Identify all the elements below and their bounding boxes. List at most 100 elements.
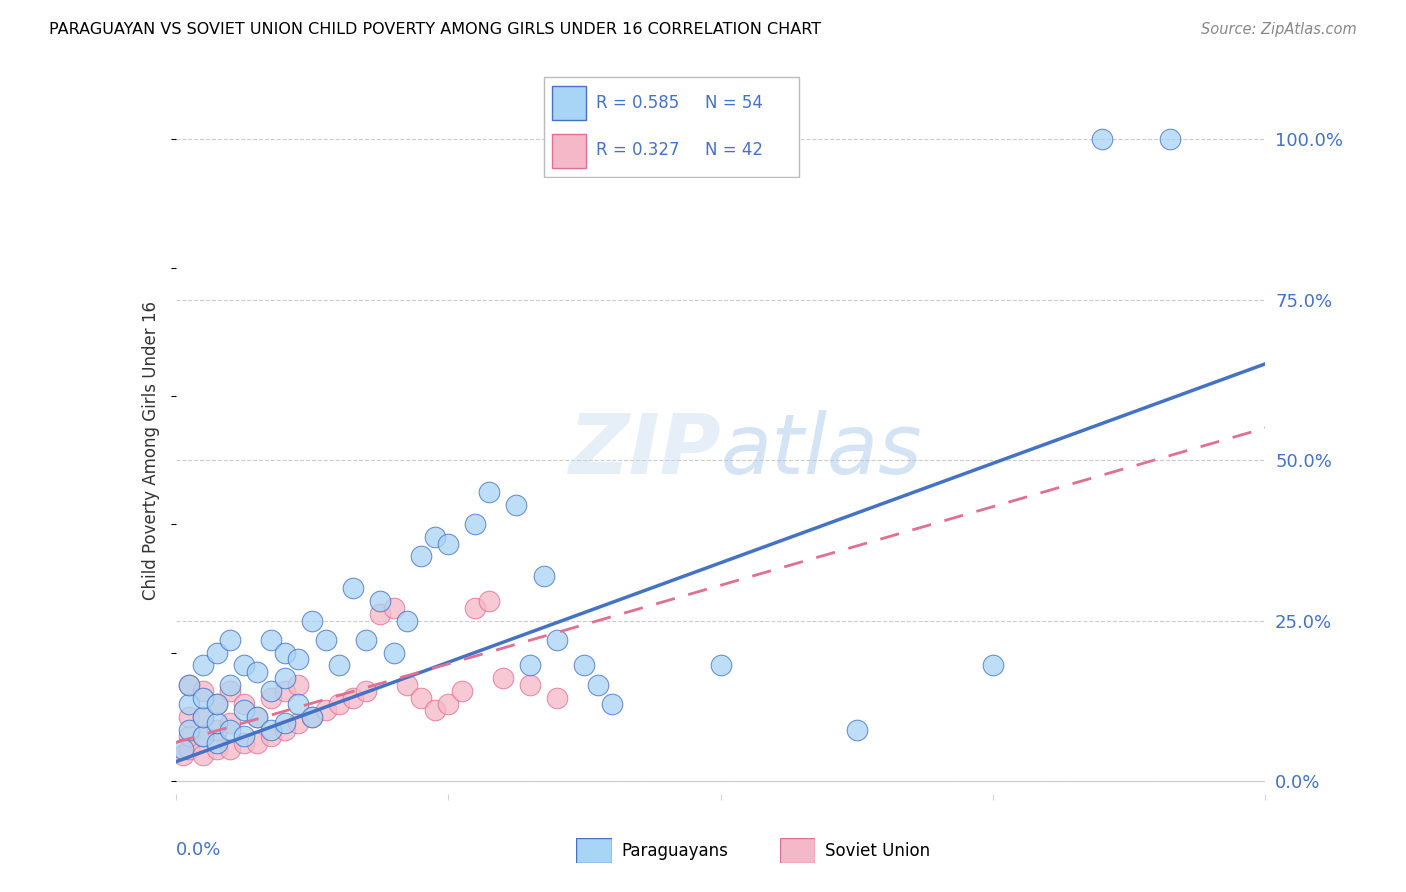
Point bbox=[219, 632, 242, 647]
Point bbox=[600, 697, 623, 711]
Point bbox=[342, 582, 364, 596]
Point bbox=[232, 703, 254, 717]
Text: Source: ZipAtlas.com: Source: ZipAtlas.com bbox=[1201, 22, 1357, 37]
Point bbox=[191, 690, 214, 705]
Text: PARAGUAYAN VS SOVIET UNION CHILD POVERTY AMONG GIRLS UNDER 16 CORRELATION CHART: PARAGUAYAN VS SOVIET UNION CHILD POVERTY… bbox=[49, 22, 821, 37]
Point bbox=[409, 690, 432, 705]
Point bbox=[205, 723, 228, 737]
Point bbox=[232, 735, 254, 749]
Point bbox=[287, 652, 309, 666]
Point bbox=[172, 742, 194, 756]
Text: Paraguayans: Paraguayans bbox=[621, 842, 728, 860]
Text: N = 42: N = 42 bbox=[706, 141, 763, 159]
Point bbox=[546, 690, 568, 705]
Point bbox=[205, 735, 228, 749]
Point bbox=[191, 729, 214, 743]
Point bbox=[191, 658, 214, 673]
Point bbox=[219, 716, 242, 731]
Text: ZIP: ZIP bbox=[568, 410, 721, 491]
Point bbox=[478, 594, 501, 608]
Point bbox=[423, 530, 446, 544]
Point bbox=[260, 723, 283, 737]
Point bbox=[205, 742, 228, 756]
Point bbox=[437, 536, 460, 550]
Point bbox=[301, 614, 323, 628]
Point bbox=[981, 658, 1004, 673]
Text: Soviet Union: Soviet Union bbox=[825, 842, 931, 860]
Point bbox=[505, 498, 527, 512]
Point bbox=[232, 658, 254, 673]
Bar bbox=[551, 87, 585, 120]
Point bbox=[845, 723, 868, 737]
Point bbox=[519, 678, 541, 692]
Point bbox=[191, 710, 214, 724]
Point bbox=[342, 690, 364, 705]
Point bbox=[179, 678, 201, 692]
Point bbox=[315, 703, 337, 717]
Point bbox=[287, 697, 309, 711]
Point bbox=[219, 684, 242, 698]
Point bbox=[232, 729, 254, 743]
Text: R = 0.585: R = 0.585 bbox=[596, 94, 679, 112]
Point bbox=[274, 646, 297, 660]
Point bbox=[219, 723, 242, 737]
Point bbox=[179, 697, 201, 711]
Y-axis label: Child Poverty Among Girls Under 16: Child Poverty Among Girls Under 16 bbox=[142, 301, 160, 600]
Point bbox=[274, 671, 297, 685]
Point bbox=[464, 517, 486, 532]
Point bbox=[172, 748, 194, 763]
Text: 0.0%: 0.0% bbox=[176, 840, 221, 859]
Point bbox=[464, 600, 486, 615]
Point bbox=[191, 729, 214, 743]
Point bbox=[232, 697, 254, 711]
Point bbox=[205, 646, 228, 660]
Point bbox=[574, 658, 596, 673]
Point bbox=[205, 697, 228, 711]
Point bbox=[260, 690, 283, 705]
Point bbox=[710, 658, 733, 673]
Point bbox=[450, 684, 472, 698]
Text: atlas: atlas bbox=[721, 410, 922, 491]
Point bbox=[409, 549, 432, 564]
Point bbox=[219, 742, 242, 756]
Point bbox=[219, 678, 242, 692]
Point bbox=[586, 678, 609, 692]
Point bbox=[274, 716, 297, 731]
Point bbox=[368, 607, 391, 622]
Point bbox=[287, 678, 309, 692]
Point bbox=[396, 678, 419, 692]
FancyBboxPatch shape bbox=[544, 77, 799, 178]
Point bbox=[260, 684, 283, 698]
Point bbox=[205, 716, 228, 731]
Point bbox=[382, 646, 405, 660]
Point bbox=[191, 748, 214, 763]
Point bbox=[246, 710, 269, 724]
Point bbox=[423, 703, 446, 717]
Point bbox=[274, 723, 297, 737]
Point bbox=[328, 697, 350, 711]
Point bbox=[492, 671, 515, 685]
Point bbox=[179, 710, 201, 724]
Point bbox=[1159, 132, 1181, 146]
Point bbox=[1091, 132, 1114, 146]
Point bbox=[315, 632, 337, 647]
Point bbox=[533, 568, 555, 582]
Point bbox=[301, 710, 323, 724]
Point bbox=[382, 600, 405, 615]
Point bbox=[191, 710, 214, 724]
Point bbox=[368, 594, 391, 608]
Point bbox=[179, 729, 201, 743]
Point bbox=[301, 710, 323, 724]
Point bbox=[260, 729, 283, 743]
Point bbox=[396, 614, 419, 628]
Point bbox=[246, 710, 269, 724]
Point bbox=[246, 735, 269, 749]
Text: R = 0.327: R = 0.327 bbox=[596, 141, 679, 159]
Point bbox=[179, 678, 201, 692]
Text: N = 54: N = 54 bbox=[706, 94, 763, 112]
Point bbox=[179, 723, 201, 737]
Point bbox=[287, 716, 309, 731]
Point bbox=[260, 632, 283, 647]
Point bbox=[191, 684, 214, 698]
Point bbox=[356, 632, 378, 647]
